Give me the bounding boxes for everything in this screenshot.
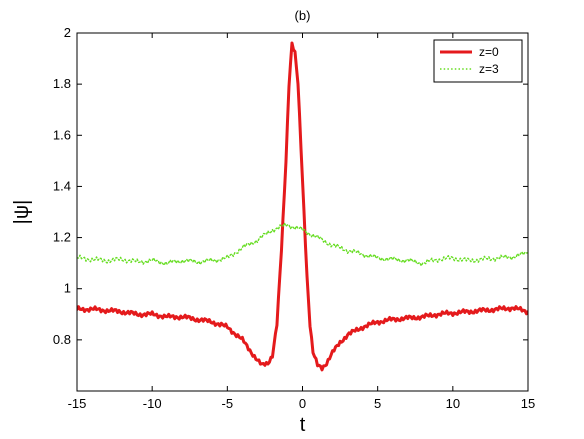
x-tick-label: 15 [521,396,535,411]
legend-box [433,39,523,83]
y-tick-label: 1.2 [53,230,71,245]
plot-frame [76,32,529,392]
y-tick-label: 1 [64,281,71,296]
y-tick-label: 1.8 [53,76,71,91]
series-1-group [77,222,528,267]
x-tick-label: -5 [222,396,234,411]
series-line-z=3 [77,222,528,267]
series-line-z=0 [77,41,528,372]
y-tick-label: 0.8 [53,332,71,347]
x-tick-label: 10 [446,396,460,411]
y-tick-label: 2 [64,25,71,40]
legend-label-z=3: z=3 [479,62,499,76]
axes: -15 -10 -5 0 5 10 15 0.8 1 1.2 1.4 1.6 1.8 2 [53,25,535,411]
x-tick-label: 5 [374,396,381,411]
x-tick-label: -15 [68,396,87,411]
y-axis-label: |ψ| [11,200,33,225]
legend-label-z=0: z=0 [479,45,499,59]
x-tick-label: -10 [143,396,162,411]
x-axis-label: t [300,414,306,436]
y-tick-label: 1.4 [53,178,71,193]
plot-area [77,41,528,372]
x-tick-label: 0 [299,396,306,411]
legend: z=0z=3 [433,39,523,83]
chart-title: (b) [295,8,311,23]
series-0-group [77,41,528,372]
y-tick-label: 1.6 [53,127,71,142]
